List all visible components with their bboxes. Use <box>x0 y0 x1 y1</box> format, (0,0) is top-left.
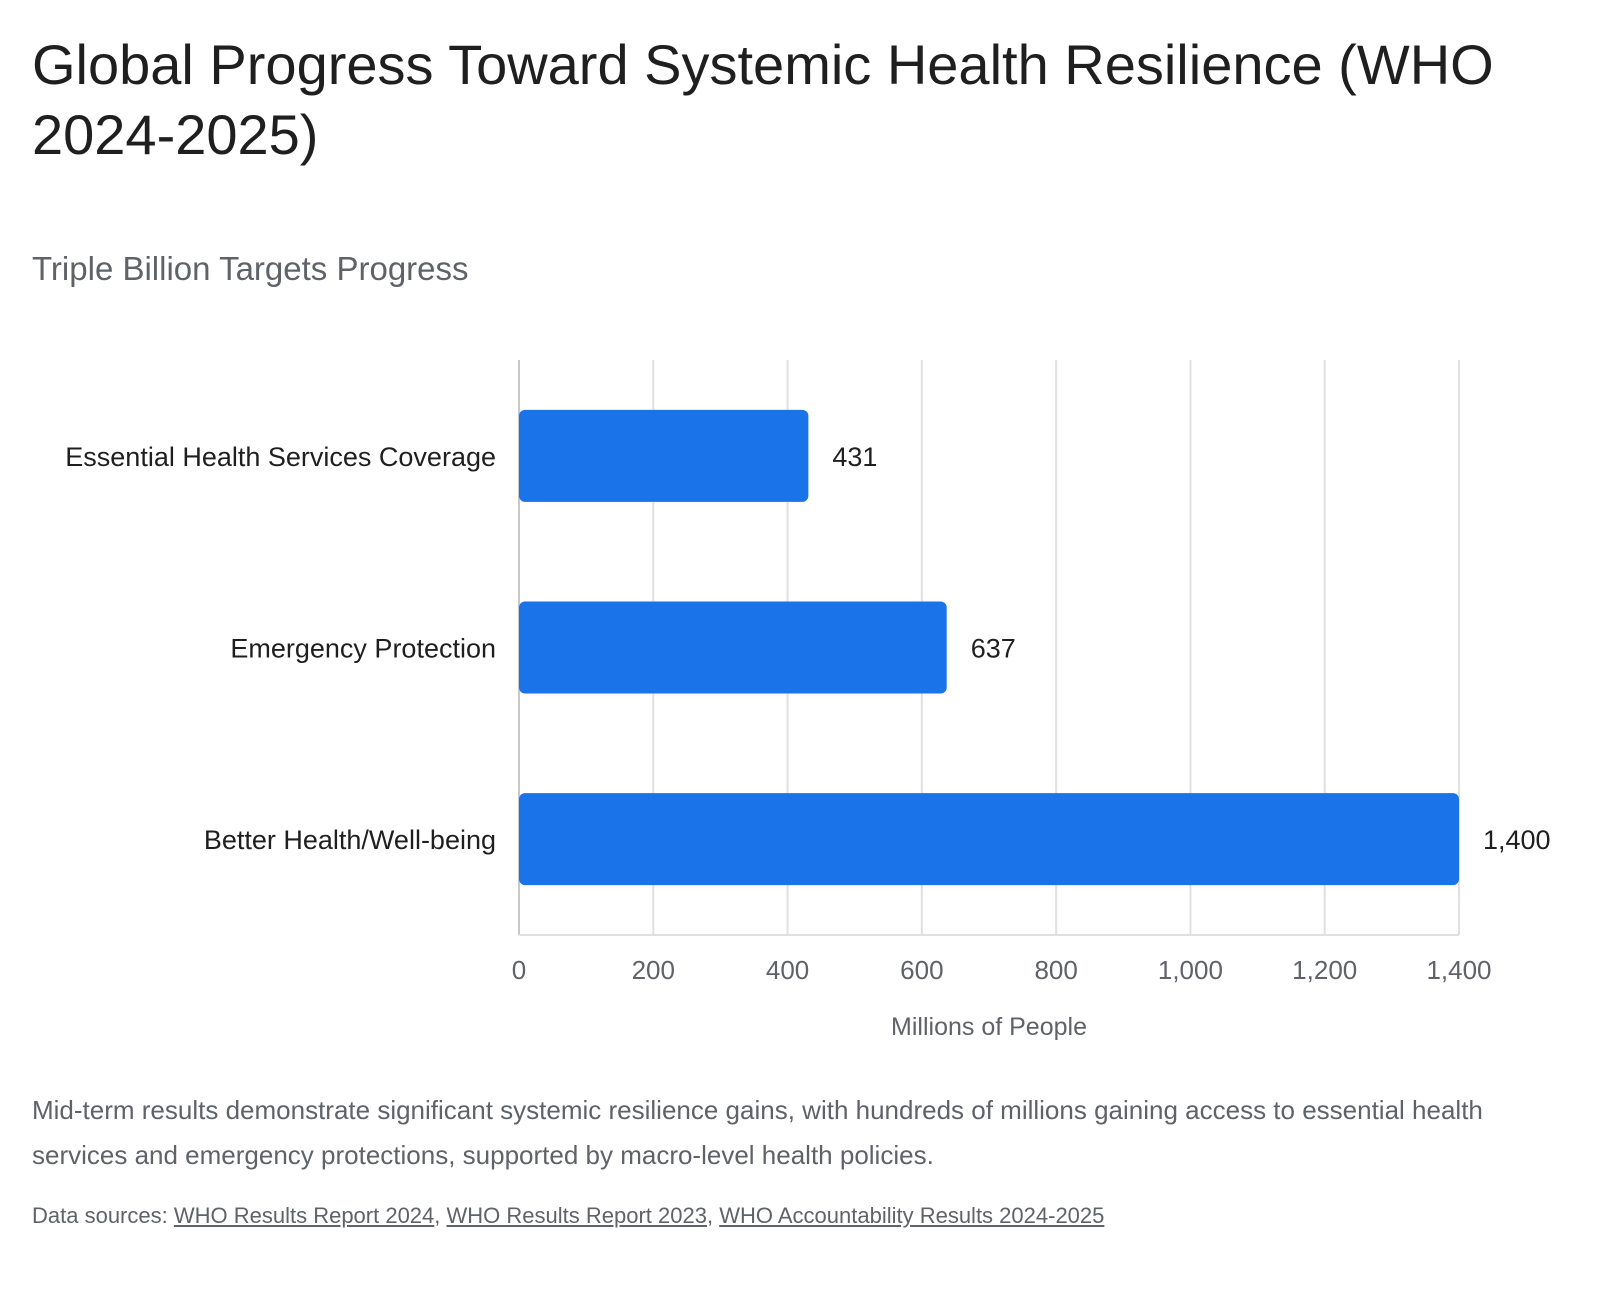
page-title: Global Progress Toward Systemic Health R… <box>32 33 1494 166</box>
bar-chart: Essential Health Services Coverage 431 Eme… <box>65 360 1551 1041</box>
data-label: 1,400 <box>1483 825 1551 855</box>
bar <box>519 601 947 694</box>
x-tick-label: 800 <box>1034 955 1077 985</box>
x-tick-label: 1,400 <box>1426 955 1491 985</box>
x-tick-label: 600 <box>900 955 943 985</box>
data-sources-prefix: Data sources: <box>32 1203 174 1228</box>
source-separator: , <box>706 1203 720 1228</box>
category-label: Emergency Protection <box>230 634 496 664</box>
bar <box>519 409 809 502</box>
x-tick-label: 1,200 <box>1292 955 1357 985</box>
source-link-3[interactable]: WHO Accountability Results 2024-2025 <box>719 1203 1105 1228</box>
category-label: Essential Health Services Coverage <box>65 442 496 472</box>
chart-title: Triple Billion Targets Progress <box>32 250 469 287</box>
bar <box>519 793 1459 886</box>
chart-description: Mid-term results demonstrate significant… <box>32 1095 1483 1170</box>
category-label: Better Health/Well-being <box>204 825 496 855</box>
x-tick-label: 0 <box>512 955 526 985</box>
x-tick-label: 1,000 <box>1158 955 1223 985</box>
source-link-1[interactable]: WHO Results Report 2024 <box>173 1203 435 1228</box>
x-tick-label: 400 <box>766 955 809 985</box>
x-tick-label: 200 <box>632 955 675 985</box>
source-separator: , <box>434 1203 447 1228</box>
data-label: 431 <box>832 442 877 472</box>
source-link-2[interactable]: WHO Results Report 2023 <box>446 1203 707 1228</box>
data-sources: Data sources: WHO Results Report 2024, W… <box>32 1200 1104 1232</box>
data-label: 637 <box>971 634 1016 664</box>
x-axis-title: Millions of People <box>891 1013 1087 1041</box>
